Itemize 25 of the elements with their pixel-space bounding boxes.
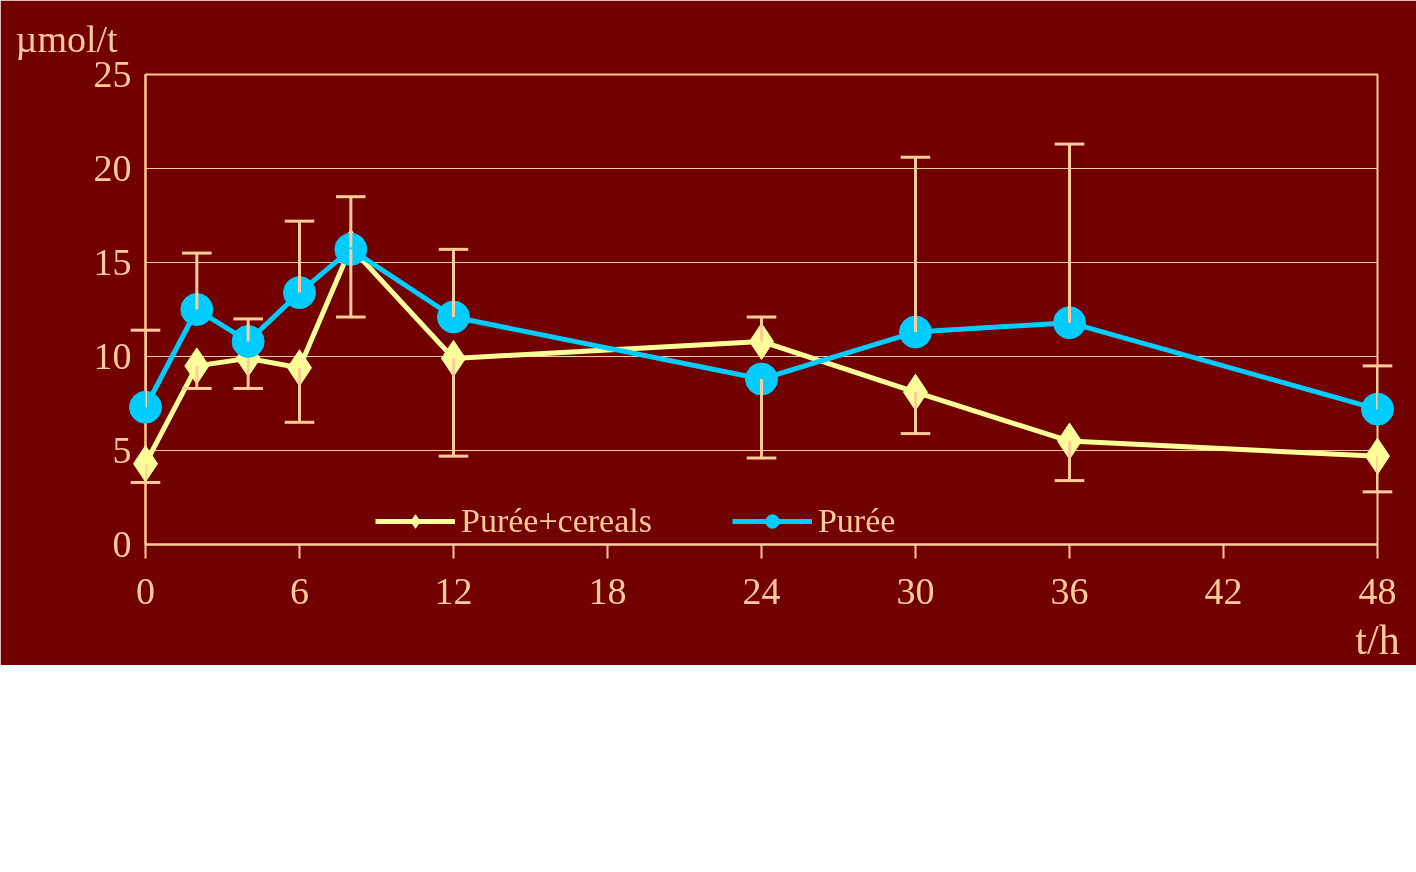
x-tick-label: 36 bbox=[1050, 569, 1089, 612]
point bbox=[129, 390, 162, 424]
x-axis-title: t/h bbox=[1355, 616, 1400, 663]
x-tick-label: 6 bbox=[290, 569, 309, 612]
x-tick-label: 30 bbox=[896, 569, 935, 612]
point bbox=[899, 315, 932, 349]
point bbox=[283, 276, 316, 310]
point bbox=[180, 293, 214, 326]
x-tick-label: 48 bbox=[1358, 569, 1397, 612]
x-tick-label: 18 bbox=[588, 569, 627, 612]
point bbox=[1053, 306, 1086, 340]
point bbox=[231, 324, 265, 358]
x-tick-label: 24 bbox=[742, 569, 781, 612]
y-tick-label: 15 bbox=[93, 241, 132, 283]
legend-label: Purée bbox=[817, 502, 896, 540]
y-tick-label: 20 bbox=[93, 147, 132, 189]
y-tick-label: 0 bbox=[112, 523, 132, 565]
x-tick-label: 12 bbox=[434, 569, 473, 612]
legend-label: Purée+cereals bbox=[461, 502, 652, 540]
point bbox=[745, 362, 778, 396]
point bbox=[437, 300, 470, 334]
y-tick-label: 5 bbox=[112, 429, 132, 471]
y-tick-label: 10 bbox=[93, 335, 132, 377]
x-tick-label: 42 bbox=[1204, 569, 1243, 612]
point bbox=[1361, 392, 1394, 426]
